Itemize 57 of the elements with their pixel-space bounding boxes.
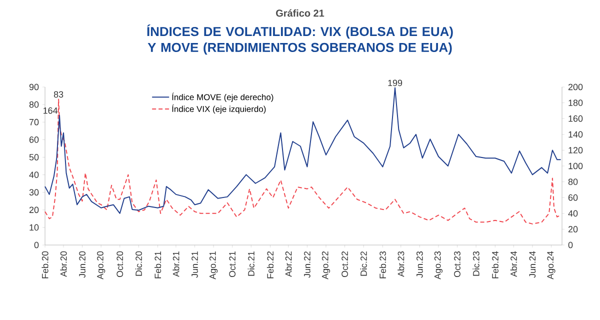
x-tick-label: Feb.22 bbox=[266, 251, 274, 278]
x-tick-label: Oct.20 bbox=[116, 251, 124, 277]
y2-tick-label: 200 bbox=[568, 84, 583, 90]
x-tick-label: Feb.21 bbox=[154, 251, 162, 278]
x-tick-label: Jun.24 bbox=[529, 251, 536, 278]
x-tick-label: Abr.21 bbox=[172, 251, 180, 277]
x-tick-label: Feb.23 bbox=[379, 251, 386, 278]
x-tick-label: Ago.24 bbox=[547, 251, 556, 280]
y-tick-label: 70 bbox=[29, 118, 39, 126]
legend-label: Índice MOVE (eje derecho) bbox=[172, 92, 274, 102]
annotation: 83 bbox=[54, 91, 64, 98]
x-tick-label: Ago.20 bbox=[97, 251, 106, 280]
line-series bbox=[44, 87, 562, 214]
y-tick-label: 30 bbox=[29, 189, 39, 196]
x-tick-label: Oct.22 bbox=[342, 251, 348, 277]
y2-tick-label: 140 bbox=[568, 131, 583, 138]
legend-label: Índice VIX (eje izquierdo) bbox=[172, 104, 266, 114]
x-tick-label: Abr.20 bbox=[60, 251, 67, 277]
x-tick-label: Feb.20 bbox=[42, 251, 48, 278]
x-tick-label: Jun.22 bbox=[304, 251, 310, 278]
y2-tick-label: 60 bbox=[568, 194, 578, 201]
x-tick-label: Feb.24 bbox=[492, 251, 498, 278]
y2-tick-label: 20 bbox=[568, 226, 578, 232]
x-tick-label: Jun.21 bbox=[192, 251, 198, 278]
x-tick-label: Dic.23 bbox=[472, 251, 480, 276]
x-tick-label: Jun.20 bbox=[79, 251, 86, 278]
x-tick-label: Abr.24 bbox=[510, 251, 517, 277]
x-tick-label: Abr.23 bbox=[398, 251, 404, 277]
x-tick-label: Dic.22 bbox=[360, 251, 367, 276]
x-tick-label: Oct.23 bbox=[454, 251, 460, 277]
y-tick-label: 80 bbox=[29, 101, 39, 108]
y-tick-label: 20 bbox=[29, 206, 39, 214]
y-tick-label: 90 bbox=[29, 84, 39, 90]
y2-tick-label: 160 bbox=[568, 115, 583, 122]
y-tick-label: 50 bbox=[29, 154, 39, 160]
y2-tick-label: 40 bbox=[568, 210, 578, 217]
x-tick-label: Jun.23 bbox=[416, 251, 423, 278]
y-tick-label: 60 bbox=[29, 136, 39, 143]
annotation: 199 bbox=[388, 80, 402, 86]
x-tick-label: Ago.23 bbox=[434, 251, 443, 280]
y-tick-label: 40 bbox=[29, 172, 39, 178]
y2-tick-label: 0 bbox=[568, 242, 573, 248]
x-tick-label: Dic.21 bbox=[248, 251, 254, 276]
x-tick-label: Ago.22 bbox=[322, 251, 330, 280]
y-tick-label: 0 bbox=[34, 242, 39, 248]
y2-tick-label: 180 bbox=[568, 100, 583, 106]
chart-title: ÍNDICES DE VOLATILIDAD: VIX (BOLSA DE EUA) Y MOVE (RENDIMIENTOS SOBERANOS DE EUA) bbox=[147, 24, 453, 55]
y2-tick-label: 80 bbox=[568, 178, 578, 185]
chart-subtitle: Gráfico 21 bbox=[276, 9, 324, 17]
x-tick-label: Ago.21 bbox=[209, 251, 218, 280]
x-tick-label: Dic.20 bbox=[135, 251, 142, 276]
x-tick-label: Oct.21 bbox=[229, 251, 236, 277]
x-tick-label: Abr.22 bbox=[285, 251, 292, 277]
y-tick-label: 10 bbox=[30, 224, 39, 231]
y2-tick-label: 100 bbox=[568, 162, 583, 170]
annotation: 164 bbox=[44, 107, 58, 114]
y2-tick-label: 120 bbox=[568, 147, 583, 154]
